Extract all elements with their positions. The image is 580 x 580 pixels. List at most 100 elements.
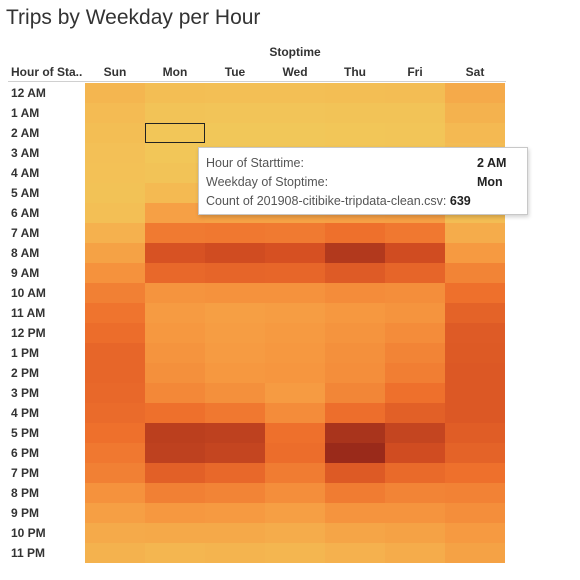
heatmap-cell[interactable] — [205, 223, 265, 243]
heatmap-cell[interactable] — [445, 243, 505, 263]
row-label-3-am[interactable]: 3 AM — [11, 146, 40, 160]
heatmap-cell[interactable] — [145, 523, 205, 543]
heatmap-cell[interactable] — [385, 343, 445, 363]
row-label-7-pm[interactable]: 7 PM — [11, 466, 40, 480]
heatmap-cell[interactable] — [205, 303, 265, 323]
heatmap-cell[interactable] — [385, 243, 445, 263]
heatmap-cell[interactable] — [145, 543, 205, 563]
heatmap-cell[interactable] — [325, 123, 385, 143]
heatmap-cell[interactable] — [205, 503, 265, 523]
heatmap-cell[interactable] — [445, 103, 505, 123]
heatmap-cell[interactable] — [265, 123, 325, 143]
heatmap-cell[interactable] — [145, 83, 205, 103]
heatmap-cell[interactable] — [445, 523, 505, 543]
heatmap-cell[interactable] — [85, 263, 145, 283]
heatmap-cell[interactable] — [385, 383, 445, 403]
heatmap-cell[interactable] — [145, 243, 205, 263]
row-label-10-pm[interactable]: 10 PM — [11, 526, 46, 540]
heatmap-cell[interactable] — [325, 103, 385, 123]
heatmap-cell[interactable] — [445, 543, 505, 563]
heatmap-cell[interactable] — [145, 183, 205, 203]
heatmap-cell[interactable] — [85, 223, 145, 243]
heatmap-cell[interactable] — [205, 543, 265, 563]
heatmap-cell[interactable] — [445, 223, 505, 243]
heatmap-cell[interactable] — [325, 523, 385, 543]
heatmap-cell[interactable] — [85, 183, 145, 203]
heatmap-cell[interactable] — [325, 283, 385, 303]
heatmap-cell[interactable] — [205, 83, 265, 103]
heatmap-cell[interactable] — [145, 323, 205, 343]
row-label-5-pm[interactable]: 5 PM — [11, 426, 40, 440]
heatmap-cell[interactable] — [145, 223, 205, 243]
heatmap-cell[interactable] — [265, 523, 325, 543]
row-label-6-pm[interactable]: 6 PM — [11, 446, 40, 460]
heatmap-cell[interactable] — [145, 163, 205, 183]
heatmap-cell[interactable] — [385, 323, 445, 343]
heatmap-cell[interactable] — [385, 503, 445, 523]
heatmap-cell[interactable] — [385, 123, 445, 143]
heatmap-cell[interactable] — [445, 503, 505, 523]
heatmap-cell[interactable] — [85, 343, 145, 363]
heatmap-cell[interactable] — [85, 303, 145, 323]
heatmap-cell[interactable] — [445, 123, 505, 143]
heatmap-cell[interactable] — [265, 263, 325, 283]
row-label-10-am[interactable]: 10 AM — [11, 286, 46, 300]
heatmap-cell[interactable] — [85, 123, 145, 143]
heatmap-cell[interactable] — [265, 323, 325, 343]
heatmap-cell[interactable] — [85, 163, 145, 183]
row-label-12-pm[interactable]: 12 PM — [11, 326, 46, 340]
heatmap-cell[interactable] — [85, 323, 145, 343]
heatmap-cell[interactable] — [145, 443, 205, 463]
heatmap-cell[interactable] — [205, 323, 265, 343]
heatmap-cell[interactable] — [385, 443, 445, 463]
heatmap-cell[interactable] — [85, 543, 145, 563]
heatmap-cell[interactable] — [265, 403, 325, 423]
heatmap-cell[interactable] — [205, 383, 265, 403]
heatmap-cell[interactable] — [145, 423, 205, 443]
heatmap-cell[interactable] — [445, 483, 505, 503]
heatmap-cell[interactable] — [145, 363, 205, 383]
heatmap-cell[interactable] — [205, 483, 265, 503]
heatmap-cell[interactable] — [205, 403, 265, 423]
column-header-tue[interactable]: Tue — [224, 65, 246, 79]
heatmap-cell[interactable] — [85, 523, 145, 543]
heatmap-cell[interactable] — [145, 503, 205, 523]
heatmap-cell[interactable] — [325, 423, 385, 443]
column-header-sun[interactable]: Sun — [103, 65, 127, 79]
heatmap-cell[interactable] — [205, 423, 265, 443]
heatmap-cell[interactable] — [205, 103, 265, 123]
heatmap-cell[interactable] — [145, 343, 205, 363]
heatmap-cell[interactable] — [325, 83, 385, 103]
heatmap-cell[interactable] — [265, 283, 325, 303]
heatmap-cell[interactable] — [325, 443, 385, 463]
heatmap-cell[interactable] — [265, 443, 325, 463]
heatmap-cell[interactable] — [85, 243, 145, 263]
heatmap-cell[interactable] — [265, 363, 325, 383]
row-header-label[interactable]: Hour of Sta.. — [11, 65, 83, 79]
heatmap-cell[interactable] — [145, 143, 205, 163]
heatmap-cell[interactable] — [85, 103, 145, 123]
row-label-12-am[interactable]: 12 AM — [11, 86, 46, 100]
heatmap-cell[interactable] — [325, 403, 385, 423]
heatmap-cell[interactable] — [265, 543, 325, 563]
heatmap-cell[interactable] — [325, 383, 385, 403]
row-label-1-pm[interactable]: 1 PM — [11, 346, 40, 360]
heatmap-cell[interactable] — [85, 363, 145, 383]
column-header-fri[interactable]: Fri — [407, 65, 423, 79]
heatmap-cell[interactable] — [145, 123, 205, 143]
heatmap-cell[interactable] — [385, 403, 445, 423]
row-label-4-pm[interactable]: 4 PM — [11, 406, 40, 420]
heatmap-cell[interactable] — [145, 263, 205, 283]
heatmap-cell[interactable] — [205, 283, 265, 303]
row-label-9-am[interactable]: 9 AM — [11, 266, 40, 280]
heatmap-cell[interactable] — [385, 423, 445, 443]
heatmap-cell[interactable] — [385, 223, 445, 243]
heatmap-cell[interactable] — [85, 283, 145, 303]
heatmap-cell[interactable] — [265, 383, 325, 403]
heatmap-cell[interactable] — [145, 283, 205, 303]
heatmap-cell[interactable] — [325, 543, 385, 563]
heatmap-cell[interactable] — [265, 103, 325, 123]
heatmap-cell[interactable] — [205, 363, 265, 383]
heatmap-cell[interactable] — [85, 383, 145, 403]
heatmap-cell[interactable] — [385, 263, 445, 283]
